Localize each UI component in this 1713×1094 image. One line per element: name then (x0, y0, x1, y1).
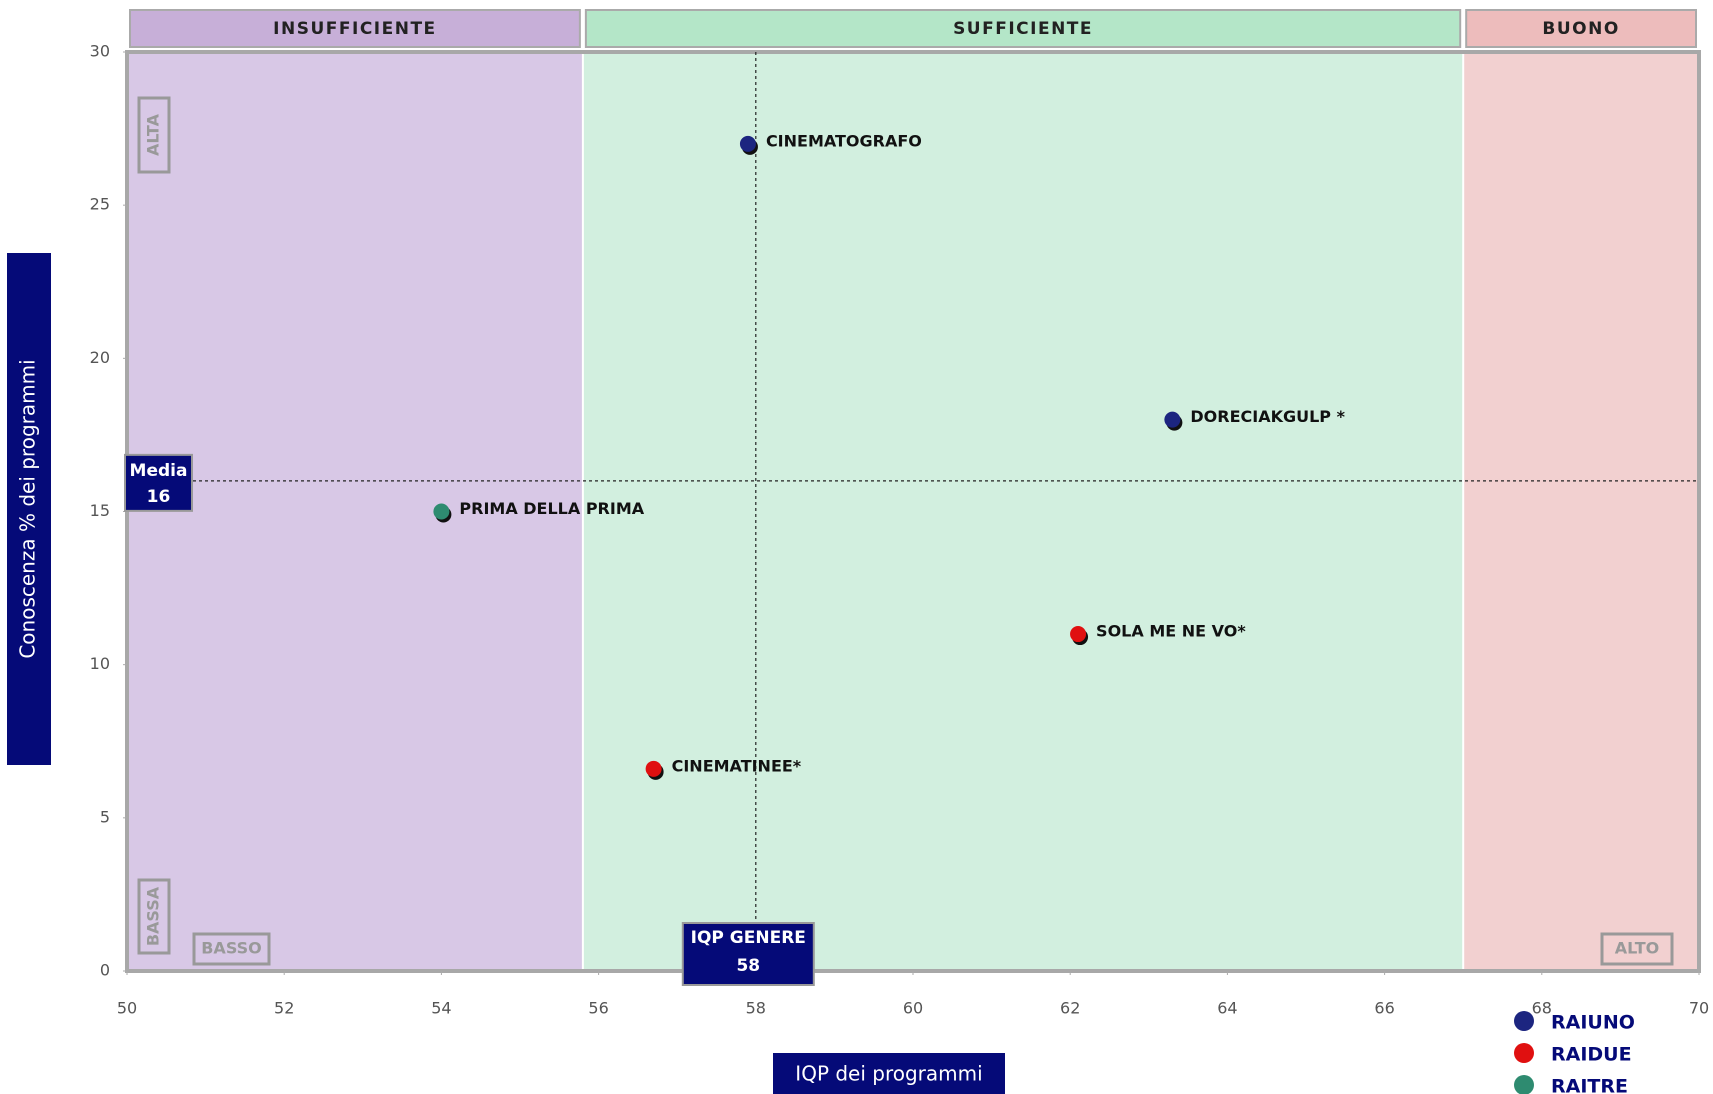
zone-header (1465, 9, 1697, 48)
x-tick-label: 56 (588, 999, 608, 1018)
annotation-alto-box (1600, 932, 1674, 966)
mean-box (681, 922, 815, 986)
legend-label: RAITRE (1551, 1076, 1628, 1094)
annotation-alta-box (137, 96, 171, 174)
point (1164, 411, 1181, 428)
y-tick-label: 20 (90, 348, 110, 367)
annotation-bassa-box (137, 878, 171, 955)
x-tick-label: 54 (431, 999, 451, 1018)
x-label-box (773, 1053, 1005, 1094)
legend-marker (1514, 1011, 1534, 1031)
mean-value: 16 (147, 487, 171, 507)
x-tick-label: 52 (274, 999, 294, 1018)
annotation-alto: ALTO (1615, 939, 1659, 958)
zone-header (584, 9, 1462, 48)
point-label: CINEMATOGRAFO (766, 131, 922, 150)
mean-label: Media (130, 461, 188, 481)
annotation-basso: BASSO (201, 939, 262, 958)
point (433, 503, 450, 520)
zone-label: INSUFFICIENTE (273, 19, 437, 39)
point-label: DORECIAKGULP * (1190, 407, 1345, 426)
legend-label: RAIUNO (1551, 1012, 1635, 1034)
y-tick-label: 5 (100, 807, 110, 826)
y-tick-label: 10 (90, 654, 110, 673)
point-label: SOLA ME NE VO* (1096, 622, 1246, 641)
zone-label: BUONO (1542, 19, 1619, 39)
x-tick-label: 66 (1374, 999, 1394, 1018)
y-tick-label: 30 (90, 42, 110, 61)
point (645, 760, 662, 777)
zone-label: SUFFICIENTE (953, 19, 1093, 39)
legend-label: RAIDUE (1551, 1044, 1632, 1066)
y-axis-label: Conoscenza % dei programmi (16, 359, 40, 658)
y-tick-label: 0 (100, 961, 110, 980)
x-tick-label: 68 (1532, 999, 1552, 1018)
zone (582, 52, 1464, 971)
x-tick-label: 50 (117, 999, 137, 1018)
y-label-box (7, 253, 51, 765)
x-tick-label: 60 (903, 999, 923, 1018)
zone (1463, 52, 1699, 971)
mean-label: IQP GENERE (691, 928, 806, 948)
point-label: PRIMA DELLA PRIMA (459, 499, 644, 518)
legend-marker (1514, 1075, 1534, 1094)
annotation-alta: ALTA (144, 113, 163, 156)
zone (127, 52, 583, 971)
x-tick-label: 64 (1217, 999, 1237, 1018)
x-tick-label: 70 (1689, 999, 1709, 1018)
mean-box (124, 453, 193, 512)
x-tick-label: 62 (1060, 999, 1080, 1018)
zone-header (129, 9, 581, 48)
annotation-bassa: BASSA (144, 886, 163, 946)
legend-marker (1514, 1043, 1534, 1063)
point-label: CINEMATINEE* (672, 756, 802, 775)
annotation-basso-box (192, 932, 271, 966)
x-axis-label: IQP dei programmi (795, 1062, 982, 1086)
y-tick-label: 15 (90, 501, 110, 520)
point (1070, 626, 1087, 643)
point (739, 135, 756, 152)
mean-value: 58 (736, 956, 760, 976)
x-tick-label: 58 (746, 999, 766, 1018)
y-tick-label: 25 (90, 195, 110, 214)
